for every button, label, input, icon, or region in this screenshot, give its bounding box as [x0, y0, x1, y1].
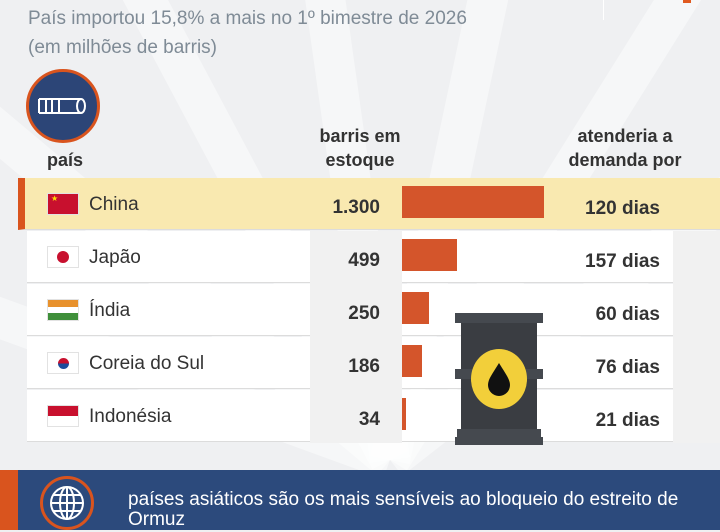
country-name: China — [89, 194, 139, 215]
chart-subtitle: País importou 15,8% a mais no 1º bimestr… — [28, 4, 467, 62]
country-name: Coreia do Sul — [89, 353, 205, 374]
oil-barrel-icon — [455, 313, 543, 450]
days-value: 120 dias — [585, 198, 660, 219]
stock-value: 250 — [348, 303, 380, 324]
country-name: Japão — [89, 247, 141, 268]
stock-value: 1.300 — [332, 197, 380, 218]
days-value: 60 dias — [595, 304, 660, 325]
header-stock: barris em estoque — [319, 126, 401, 170]
bar-0 — [402, 186, 544, 218]
flag-icon — [47, 246, 79, 268]
bar-3 — [402, 345, 423, 377]
days-value: 21 dias — [595, 410, 660, 431]
flag-icon — [47, 299, 79, 321]
bar-1 — [402, 239, 457, 271]
stock-value: 186 — [348, 356, 380, 377]
footer-text: países asiáticos são os mais sensíveis a… — [128, 489, 679, 530]
bar-2 — [402, 292, 430, 324]
bar-4 — [402, 398, 406, 430]
days-value: 76 dias — [595, 357, 660, 378]
unit-text: (em milhões de barris) — [28, 37, 217, 58]
stock-value: 499 — [348, 250, 380, 271]
country-name: Indonésia — [89, 406, 172, 427]
logo-mark — [683, 0, 691, 3]
header-country: país — [46, 150, 84, 170]
subtitle-text: País importou 15,8% a mais no 1º bimestr… — [28, 8, 467, 29]
divider — [603, 0, 604, 20]
footer-banner — [0, 470, 720, 530]
flag-icon — [47, 352, 79, 374]
pipeline-icon — [26, 69, 100, 143]
days-column-bg — [673, 231, 720, 443]
flag-icon: ★ — [47, 193, 79, 215]
flag-icon — [47, 405, 79, 427]
globe-icon — [40, 476, 94, 530]
country-name: Índia — [89, 300, 131, 321]
stock-value: 34 — [358, 409, 380, 430]
stock-column-bg — [310, 231, 402, 443]
header-days: atenderia a demanda por — [568, 126, 682, 170]
table-row — [18, 178, 720, 230]
days-value: 157 dias — [585, 251, 660, 272]
